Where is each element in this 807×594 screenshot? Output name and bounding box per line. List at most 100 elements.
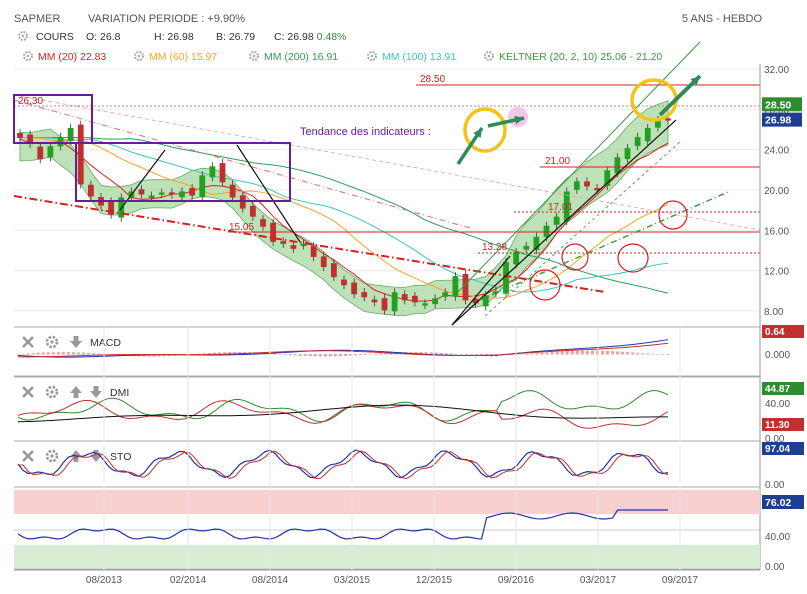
macd-histogram-bar xyxy=(646,353,650,355)
macd-histogram-bar xyxy=(656,354,660,355)
macd-axis-label: 0.000 xyxy=(765,350,790,361)
macd-histogram-bar xyxy=(469,354,473,356)
gear-icon[interactable] xyxy=(45,449,59,463)
candle xyxy=(442,288,449,301)
highlight-box xyxy=(75,142,291,202)
macd-histogram-bar xyxy=(213,352,217,355)
macd-histogram-bar xyxy=(207,352,211,355)
sto-panel: STO 97.04 0.00 xyxy=(14,440,804,491)
macd-histogram-bar xyxy=(71,352,75,355)
ma-legend-item[interactable]: MM (200) 16.91 xyxy=(249,51,338,63)
macd-histogram-bar xyxy=(464,354,468,356)
ma-legend-item[interactable]: MM (100) 13.91 xyxy=(367,51,456,63)
close-icon[interactable] xyxy=(22,386,34,398)
macd-histogram-bar xyxy=(414,352,418,355)
dmi-axis-label: 0.00 xyxy=(765,434,785,445)
macd-histogram-bar xyxy=(313,354,317,357)
svg-text:26.98: 26.98 xyxy=(765,115,791,127)
macd-histogram-bar xyxy=(202,353,206,355)
macd-histogram-bar xyxy=(197,353,201,355)
macd-histogram-bar xyxy=(56,352,60,355)
dmi-plus-line xyxy=(17,390,669,423)
candle xyxy=(634,133,641,151)
macd-histogram-bar xyxy=(36,352,40,355)
macd-histogram-bar xyxy=(66,352,70,355)
candle xyxy=(584,177,590,191)
macd-histogram-bar xyxy=(384,352,388,355)
move-down-icon[interactable] xyxy=(90,386,102,398)
close-icon[interactable] xyxy=(22,336,34,348)
macd-histogram-bar xyxy=(218,352,222,355)
candle xyxy=(341,275,347,290)
macd-histogram-bar xyxy=(550,352,554,355)
candle xyxy=(37,142,44,164)
macd-histogram-bar xyxy=(651,353,655,355)
macd-histogram-bar xyxy=(580,350,584,355)
macd-histogram-bar xyxy=(283,354,287,355)
price-tick-label: 32.00 xyxy=(764,65,789,76)
candle xyxy=(280,237,287,248)
ma-legend-item[interactable]: MM (20) 22.83 xyxy=(23,51,106,63)
move-down-icon[interactable] xyxy=(70,336,82,348)
rsi-oversold-zone xyxy=(14,545,760,568)
candle xyxy=(351,278,358,299)
macd-histogram-bar xyxy=(616,351,620,355)
gear-icon[interactable] xyxy=(484,51,494,61)
trendline-red xyxy=(13,99,471,229)
gear-icon[interactable] xyxy=(134,51,144,61)
x-tick-label: 02/2014 xyxy=(170,575,207,586)
ma-legend-item[interactable]: KELTNER (20, 2, 10) 25.06 - 21.20 xyxy=(484,51,662,63)
candle xyxy=(290,241,297,253)
candle xyxy=(624,144,631,164)
gear-icon[interactable] xyxy=(23,51,33,61)
candle xyxy=(219,159,226,187)
close-icon[interactable] xyxy=(22,450,34,462)
macd-histogram-bar xyxy=(540,352,544,355)
x-tick-label: 09/2017 xyxy=(662,575,699,586)
price-tick-label: 12.00 xyxy=(764,267,789,278)
gear-icon[interactable] xyxy=(367,51,377,61)
gear-icon[interactable] xyxy=(249,51,259,61)
last-price-label: 26.98 xyxy=(762,112,802,127)
macd-histogram-bar xyxy=(606,350,610,355)
sto-value-label: 97.04 xyxy=(762,442,804,455)
rsi-axis-label: 0.00 xyxy=(765,562,785,573)
gear-icon[interactable] xyxy=(45,385,59,399)
move-down-icon[interactable] xyxy=(90,450,102,462)
svg-text:0.64: 0.64 xyxy=(765,327,785,338)
price-tick-label: 16.00 xyxy=(764,226,789,237)
highlight-box xyxy=(13,94,93,144)
macd-histogram-bar xyxy=(51,352,55,355)
candle xyxy=(67,123,74,146)
highlight-circle xyxy=(658,200,688,230)
period-label[interactable]: 5 ANS - HEBDO xyxy=(682,13,763,25)
ma-legend-item[interactable]: MM (60) 15.97 xyxy=(134,51,217,63)
highlight-circle xyxy=(463,107,507,153)
gear-icon[interactable] xyxy=(45,335,59,349)
trend-arrow xyxy=(658,74,702,117)
ohlc-low: B: 26.79 xyxy=(216,31,255,43)
level-label: 13.28 xyxy=(482,242,507,253)
trend-arrow-head xyxy=(690,76,700,86)
ma-legend-label: MM (60) 15.97 xyxy=(149,51,217,63)
dmi-minus-line xyxy=(17,399,669,429)
macd-histogram-bar xyxy=(298,354,302,356)
candle xyxy=(462,269,469,305)
dmi-axis-label: 40.00 xyxy=(765,399,790,410)
black-trendline xyxy=(236,144,301,243)
level-label: 15.05 xyxy=(229,222,254,233)
price-tick-label: 24.00 xyxy=(764,146,789,157)
macd-histogram-bar xyxy=(520,354,524,355)
macd-histogram-bar xyxy=(223,352,227,355)
svg-text:11.30: 11.30 xyxy=(765,420,790,431)
macd-histogram-bar xyxy=(46,352,50,355)
price-tick-label: 8.00 xyxy=(764,307,784,318)
resistance-price-label: 28.50 xyxy=(762,97,802,112)
gear-icon[interactable] xyxy=(18,31,28,41)
macd-histogram-bar xyxy=(555,351,559,355)
moving-average-line xyxy=(20,137,669,299)
macd-histogram-bar xyxy=(87,352,91,355)
moving-average-line xyxy=(20,137,669,294)
move-up-icon[interactable] xyxy=(70,386,82,398)
